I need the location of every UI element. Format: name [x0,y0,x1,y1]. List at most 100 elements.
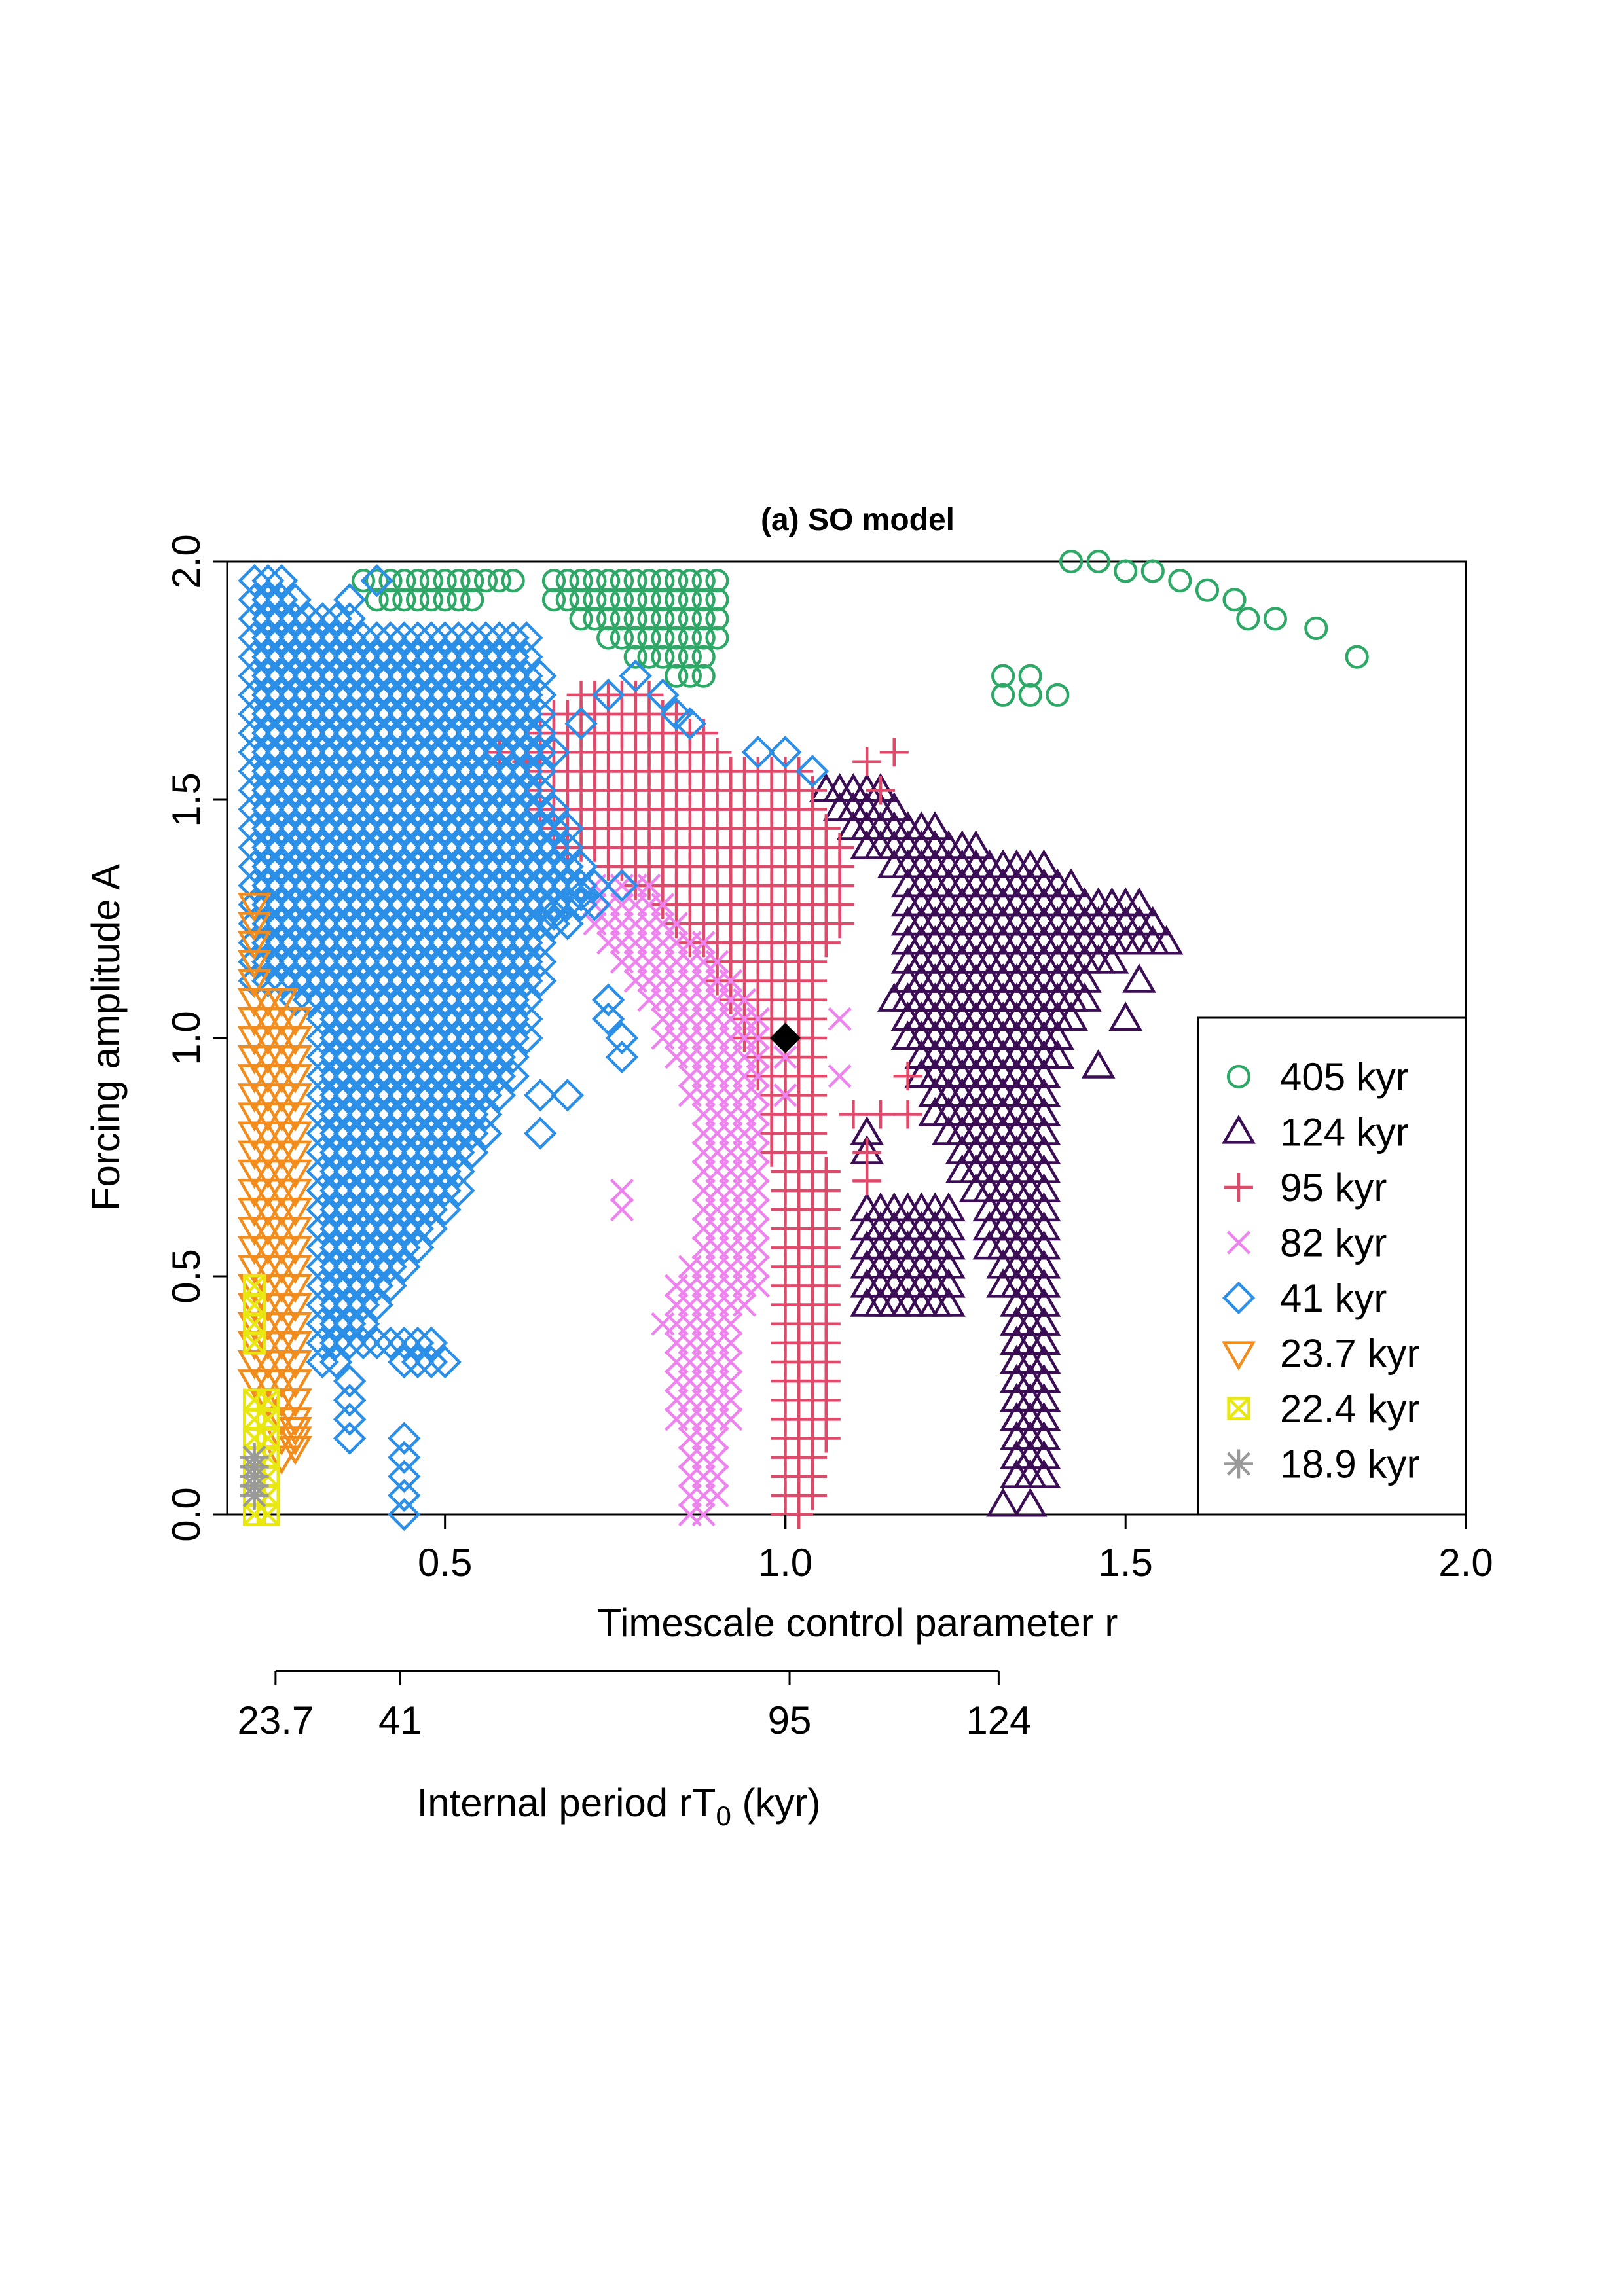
point-4-282 [360,964,393,997]
point-4-474 [442,1021,475,1055]
point-4-78 [278,755,312,788]
point-4-395 [401,755,435,788]
point-4-221 [333,716,367,750]
point-4-558 [483,945,517,978]
point-2-350 [825,833,854,862]
point-0-46 [637,588,661,612]
point-4-587 [496,850,530,884]
point-0-66 [691,645,716,669]
point-3-191 [828,1007,852,1031]
point-4-151 [319,1307,353,1340]
point-4-325 [374,812,407,845]
point-4-305 [374,1193,407,1227]
point-4-689 [605,869,639,903]
point-4-229 [346,1288,380,1321]
point-0-84 [1195,578,1220,602]
point-4-412 [414,1040,448,1074]
point-4-536 [469,888,503,922]
point-4-638 [524,659,557,692]
point-4-326 [374,793,407,826]
point-5-73 [278,1426,312,1456]
point-4-522 [456,640,489,673]
point-4-196 [333,1193,367,1227]
point-4-200 [333,1117,367,1150]
point-4-56 [264,736,299,769]
point-5-89 [278,1121,312,1151]
legend-box [1197,1016,1467,1516]
point-4-445 [428,1002,462,1036]
point-4-46 [264,926,299,960]
point-4-691 [537,897,571,931]
point-4-144 [306,678,339,712]
point-5-87 [278,1159,312,1189]
point-4-613 [510,774,543,807]
point-4-431 [414,678,448,712]
point-4-449 [428,926,462,960]
point-4-375 [401,1136,435,1169]
point-4-156 [319,1212,353,1246]
point-4-191 [333,1288,367,1321]
point-4-670 [360,1326,393,1360]
point-0-64 [678,569,702,593]
point-4-6 [238,850,271,884]
point-0-53 [665,664,689,688]
point-4-278 [360,1040,393,1074]
point-4-108 [292,602,325,636]
point-4-336 [388,1250,421,1283]
point-4-685 [673,707,707,740]
series-1 [809,772,1184,1517]
point-4-671 [374,1326,407,1360]
point-4-435 [428,1193,462,1227]
y-tick-label-4: 2.0 [164,534,208,588]
point-0-61 [678,626,702,650]
point-4-262 [346,659,380,692]
point-4-50 [264,850,299,884]
point-0-68 [691,607,716,631]
point-4-559 [483,926,517,960]
point-0-43 [637,645,661,669]
point-0-39 [623,626,647,650]
point-4-664 [251,945,285,978]
point-4-417 [414,945,448,978]
point-4-116 [306,1212,339,1246]
point-4-247 [346,945,380,978]
point-3-137 [719,1331,743,1355]
point-4-260 [346,697,380,731]
point-4-534 [469,926,503,960]
point-4-354 [388,907,421,941]
point-4-518 [456,716,489,750]
point-3-157 [732,1293,757,1317]
point-4-428 [414,736,448,769]
point-4-346 [388,1060,421,1093]
series-3 [583,873,852,1527]
point-4-511 [456,850,489,884]
point-4-238 [346,1117,380,1150]
point-4-546 [469,697,503,731]
point-1-235 [1027,1249,1061,1279]
point-1-276 [1067,963,1102,993]
point-4-589 [496,812,530,845]
point-4-330 [374,716,407,750]
point-4-264 [346,621,380,655]
point-4-318 [374,945,407,978]
point-4-322 [374,869,407,903]
point-4-220 [333,736,367,769]
point-0-16 [460,569,484,593]
point-4-508 [456,907,489,941]
point-3-135 [719,1369,743,1393]
point-4-231 [346,1250,380,1283]
point-4-476 [442,983,475,1016]
point-4-174 [319,869,353,903]
point-4-513 [456,812,489,845]
point-4-54 [264,774,299,807]
point-3-193 [773,1083,797,1107]
point-4-351 [388,964,421,997]
point-4-227 [333,602,367,636]
point-5-82 [278,1255,312,1284]
point-1-231 [1027,1325,1061,1355]
point-4-82 [278,678,312,712]
point-2-358 [893,1062,922,1091]
point-1-238 [1027,1192,1061,1222]
point-4-55 [264,755,299,788]
point-1-258 [1040,1020,1075,1050]
